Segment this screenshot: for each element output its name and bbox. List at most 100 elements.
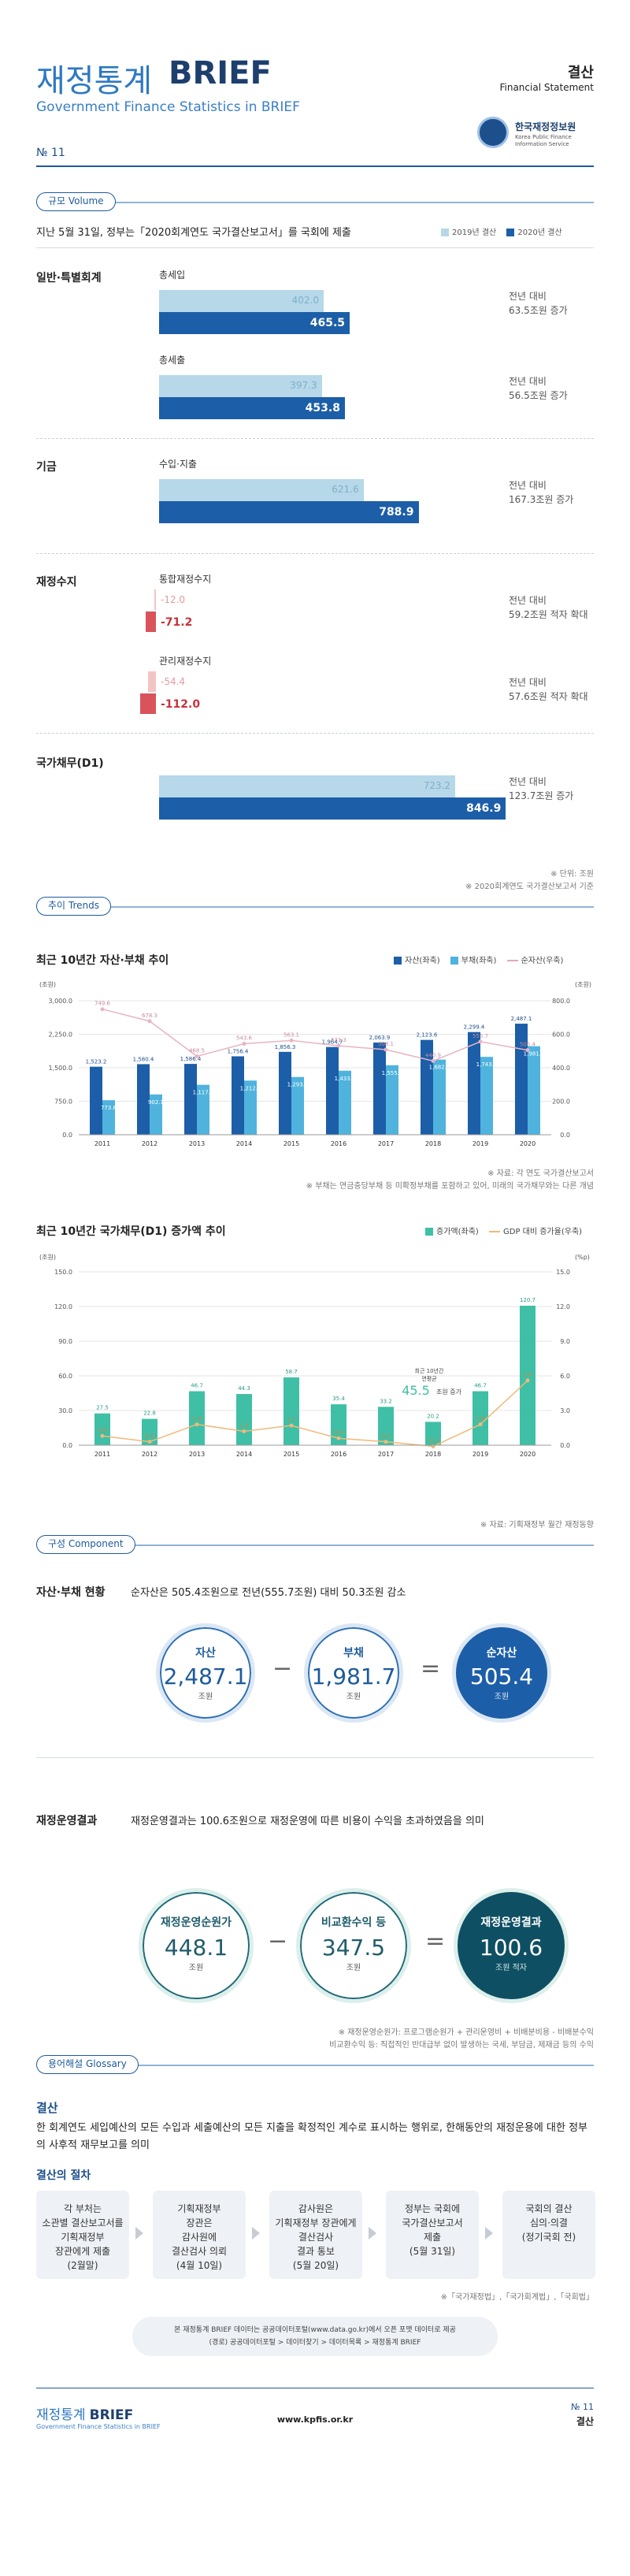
liability-bar (386, 1065, 398, 1135)
asset-label: 2,123.6 (417, 1032, 438, 1039)
volume-intro: 지난 5월 31일, 정부는「2020회계연도 국가결산보고서」를 국회에 제출 (36, 227, 351, 239)
procedure-step-line: 제출 (423, 2232, 442, 2243)
arrow-right-icon (369, 2227, 376, 2240)
y-tick-left: 0.0 (62, 1132, 72, 1139)
liability-label: 1,555.8 (382, 1070, 403, 1076)
divider (36, 247, 594, 248)
value-2019: -54.4 (161, 676, 186, 687)
increase-bar (472, 1391, 488, 1445)
s1-desc: 순자산은 505.4조원으로 전년(555.7조원) 대비 50.3조원 감소 (131, 1587, 406, 1599)
x-tick: 2013 (189, 1140, 205, 1147)
gdp-ratio-label: 0.6 (334, 1429, 343, 1436)
title-brief: BRIEF (169, 55, 272, 91)
chart2-note: ※ 자료: 기획재정부 월간 재정동향 (480, 1521, 594, 1530)
component-note2: 비교환수익 등: 직접적인 반대급부 없이 발생하는 국세, 부담금, 제재금 … (329, 2041, 594, 2050)
y-tick-right: 800.0 (552, 998, 570, 1005)
asset-label: 1,586.4 (180, 1056, 202, 1062)
arrow-right-icon (252, 2227, 260, 2240)
bar-2019 (159, 775, 456, 797)
y-tick-right: 6.0 (560, 1373, 570, 1380)
section-rule (36, 1544, 594, 1546)
increase-label: 27.5 (96, 1405, 109, 1411)
right-unit: (조원) (575, 981, 591, 988)
y-tick-left: 1,500.0 (48, 1065, 72, 1072)
result-unit: 조원 적자 (495, 1964, 527, 1972)
gdp-ratio-point (242, 1429, 246, 1433)
legend-gdp-ratio: GDP 대비 증가율(우축) (503, 1228, 583, 1236)
y-tick-right: 3.0 (560, 1407, 570, 1414)
asset-label: 1,964.7 (322, 1039, 343, 1046)
result-label: 재정운영결과 (480, 1916, 542, 1929)
asset-label: 2,487.1 (511, 1016, 532, 1022)
increase-label: 20.2 (427, 1413, 439, 1419)
procedure-step-line: 기획재정부 장관에게 (275, 2217, 357, 2228)
gdp-ratio-point (384, 1440, 388, 1444)
bar-2019 (159, 290, 324, 312)
y-tick-right: 12.0 (556, 1303, 570, 1310)
category-label: 국가채무(D1) (36, 757, 104, 770)
liability-bar (433, 1059, 446, 1135)
s1-title: 자산·부채 현황 (36, 1586, 106, 1599)
gdp-ratio-point (147, 1440, 152, 1444)
section-component-label: 구성 Component (36, 1535, 135, 1554)
increase-label: 120.7 (520, 1297, 536, 1303)
chart2-legend: 증가액(좌축) GDP 대비 증가율(우축) (425, 1225, 582, 1236)
value-2019: 397.3 (290, 380, 317, 391)
minus-sign: − (268, 1927, 288, 1955)
header-rule (36, 165, 594, 167)
bar-2020 (139, 693, 156, 714)
open-data-line2: (경로) 공공데이터포털 > 데이터찾기 > 데이터목록 > 재정통계 BRIE… (209, 2339, 421, 2347)
gdp-ratio-label: 0.8 (98, 1427, 106, 1433)
item-label: 총세입 (159, 269, 186, 281)
legend-2019-swatch (441, 229, 449, 236)
y-tick-left: 3,000.0 (48, 998, 72, 1005)
footer-issue: № 11 (571, 2402, 594, 2412)
y-tick-left: 90.0 (58, 1338, 72, 1345)
footer-brand-brief: BRIEF (89, 2407, 134, 2423)
group-divider (36, 438, 594, 439)
legend-line (506, 960, 518, 961)
liability-label: 902.1 (148, 1099, 164, 1106)
asset-value: 2,487.1 (163, 1663, 248, 1689)
procedure-step-line: 장관에게 제출 (54, 2246, 111, 2257)
callout-line1: 최근 10년간 (415, 1367, 444, 1374)
compare-label: 전년 대비 (509, 376, 547, 387)
glossary-term: 결산 (36, 2101, 58, 2115)
net-asset-label: 508.1 (378, 1041, 394, 1047)
compare-label: 전년 대비 (509, 677, 547, 688)
compare-value: 167.3조원 증가 (509, 494, 574, 505)
net-cost-label: 재정운영순원가 (160, 1916, 232, 1929)
increase-label: 46.7 (191, 1383, 203, 1389)
section-rule (36, 906, 594, 908)
increase-label: 35.4 (332, 1396, 345, 1402)
increase-bar (189, 1391, 205, 1445)
glossary-source: ※「국가재정법」,「국가회계법」,「국회법」 (440, 2293, 594, 2302)
net-asset-label: 468.5 (189, 1047, 205, 1054)
increase-bar (236, 1394, 252, 1445)
value-2020: -71.2 (161, 616, 193, 629)
footer-url[interactable]: www.kpfis.or.kr (276, 2414, 354, 2425)
result-circle: 재정운영결과 100.6 조원 적자 (454, 1888, 569, 2003)
compare-value: 59.2조원 적자 확대 (509, 609, 588, 620)
left-unit: (조원) (39, 1254, 56, 1261)
section-trends-label: 추이 Trends (36, 897, 111, 916)
category-label: 일반·특별회계 (36, 272, 102, 284)
x-tick: 2012 (142, 1140, 158, 1147)
liability-label: 1,981.7 (524, 1051, 545, 1058)
procedure-step-line: 정부는 국회에 (404, 2203, 461, 2214)
x-tick: 2014 (236, 1451, 252, 1458)
legend-liability: 부채(좌축) (461, 957, 497, 965)
chart2-title: 최근 10년간 국가채무(D1) 증가액 추이 (36, 1225, 226, 1238)
net-asset-label: 505.4 (520, 1042, 536, 1048)
gdp-ratio-point (100, 1433, 105, 1438)
open-data-line1: 본 재정통계 BRIEF 데이터는 공공데이터포털(www.data.go.kr… (174, 2326, 456, 2334)
net-asset-label: 563.1 (284, 1032, 299, 1038)
x-tick: 2017 (378, 1451, 394, 1458)
value-2020: 453.8 (305, 402, 340, 414)
value-2019: 402.0 (291, 295, 320, 306)
procedure-title: 결산의 절차 (36, 2169, 91, 2182)
liability-label: 부채 (343, 1647, 364, 1660)
y-tick-left: 750.0 (54, 1098, 72, 1106)
procedure-step-line: 국회의 결산 (525, 2203, 573, 2214)
asset-label: 2,299.4 (464, 1024, 485, 1031)
